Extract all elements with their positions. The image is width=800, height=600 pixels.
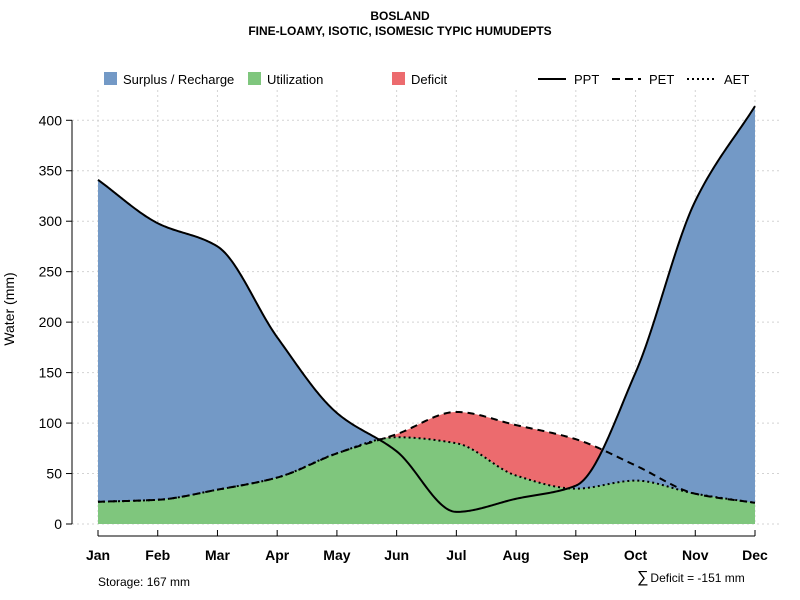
chart-subtitle: FINE-LOAMY, ISOTIC, ISOMESIC TYPIC HUMUD…: [248, 24, 552, 38]
legend-swatch-utilization: [248, 72, 261, 85]
storage-label: Storage: 167 mm: [98, 575, 191, 589]
y-tick-label: 250: [39, 264, 63, 280]
y-axis-label: Water (mm): [1, 272, 17, 345]
y-tick-label: 300: [39, 213, 63, 229]
x-tick-label-nov: Nov: [682, 547, 709, 563]
x-tick-label-dec: Dec: [742, 547, 768, 563]
x-tick-label-mar: Mar: [205, 547, 230, 563]
x-tick-label-feb: Feb: [145, 547, 170, 563]
line-layer: [97, 105, 756, 513]
x-tick-label-jun: Jun: [384, 547, 409, 563]
x-tick-label-sep: Sep: [563, 547, 589, 563]
area-surplus-recharge: [98, 106, 755, 525]
legend-label-deficit: Deficit: [411, 72, 448, 87]
y-tick-label: 400: [39, 112, 63, 128]
x-tick-label-may: May: [323, 547, 350, 563]
area-layer: [98, 106, 755, 525]
legend-label-surplus: Surplus / Recharge: [123, 72, 234, 87]
deficit-summary: ∑ Deficit = -151 mm: [637, 569, 745, 587]
y-tick-label: 0: [54, 516, 62, 532]
legend-label-utilization: Utilization: [267, 72, 323, 87]
sum-symbol: ∑: [637, 569, 649, 586]
x-tick-label-jan: Jan: [86, 547, 110, 563]
series-line-ppt: [97, 105, 756, 513]
chart-title: BOSLAND: [370, 9, 430, 23]
legend-label-pet: PET: [649, 72, 674, 87]
series-line-aet: [97, 436, 756, 504]
y-tick-label: 50: [46, 466, 62, 482]
y-tick-label: 350: [39, 163, 63, 179]
legend-swatch-surplus: [104, 72, 117, 85]
x-tick-label-aug: Aug: [502, 547, 529, 563]
x-tick-label-oct: Oct: [624, 547, 648, 563]
y-tick-label: 100: [39, 415, 63, 431]
y-tick-label: 200: [39, 314, 63, 330]
axes: 0 50 100 150 200 250 300 350 400 Jan Feb Mar Apr May J…: [39, 112, 768, 563]
legend-label-aet: AET: [724, 72, 749, 87]
legend-swatch-deficit: [392, 72, 405, 85]
area-utilization: [98, 437, 755, 524]
x-tick-label-jul: Jul: [446, 547, 466, 563]
x-tick-label-apr: Apr: [265, 547, 290, 563]
legend-label-ppt: PPT: [574, 72, 599, 87]
deficit-total: Deficit = -151 mm: [650, 571, 745, 585]
y-tick-label: 150: [39, 365, 63, 381]
legend: Surplus / Recharge Utilization Deficit P…: [104, 72, 749, 87]
